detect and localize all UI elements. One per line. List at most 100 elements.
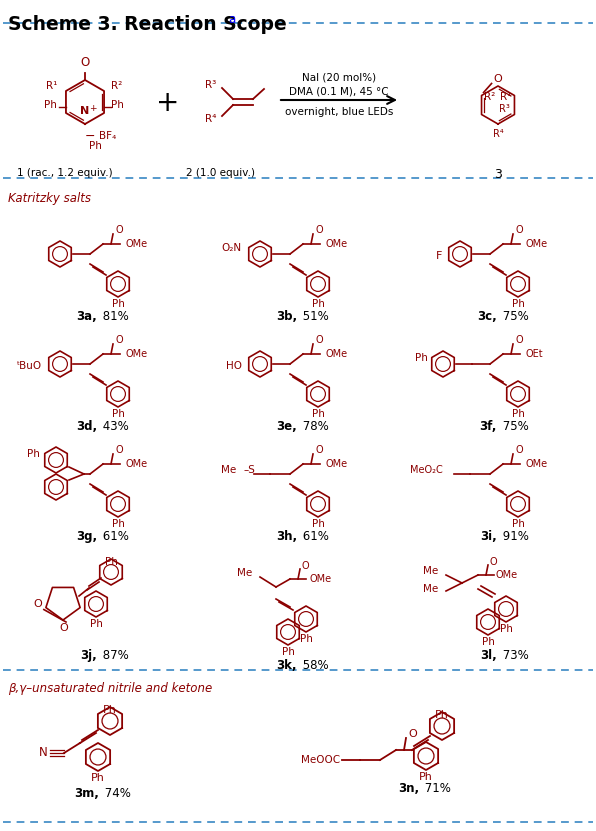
Text: R³: R³ (499, 104, 510, 114)
Text: Ph: Ph (312, 409, 324, 419)
Text: Ph: Ph (511, 299, 524, 309)
Text: O: O (315, 335, 322, 345)
Text: OMe: OMe (526, 459, 548, 469)
Text: OMe: OMe (326, 239, 348, 249)
Text: +: + (89, 104, 97, 113)
Text: 87%: 87% (99, 649, 129, 662)
Text: 51%: 51% (299, 310, 329, 323)
Text: O: O (115, 335, 123, 345)
Text: N: N (39, 746, 48, 760)
Text: ᵗBuO: ᵗBuO (17, 361, 42, 371)
Text: 3d,: 3d, (76, 420, 97, 433)
Text: Ph: Ph (435, 710, 449, 720)
Text: O: O (490, 557, 498, 567)
Text: 3a,: 3a, (76, 310, 97, 323)
Text: 91%: 91% (499, 530, 529, 543)
Text: O: O (408, 729, 417, 739)
Text: 3g,: 3g, (76, 530, 97, 543)
Text: Ph: Ph (27, 449, 40, 459)
Text: OMe: OMe (496, 570, 518, 580)
Text: Ph: Ph (511, 519, 524, 529)
Text: Ph: Ph (104, 557, 117, 567)
Text: R⁴: R⁴ (204, 114, 216, 124)
Text: O: O (60, 623, 69, 633)
Text: 58%: 58% (299, 659, 328, 672)
Text: 43%: 43% (99, 420, 129, 433)
Text: 3e,: 3e, (277, 420, 297, 433)
Text: O: O (493, 75, 502, 85)
Text: 1 (rac., 1.2 equiv.): 1 (rac., 1.2 equiv.) (17, 168, 113, 178)
Text: Ph: Ph (89, 141, 102, 151)
Text: –S: –S (244, 465, 256, 475)
Text: Ph: Ph (419, 772, 433, 782)
Text: HO: HO (226, 361, 242, 371)
Text: Ph: Ph (89, 619, 103, 629)
Text: N: N (80, 106, 89, 116)
Text: Ph: Ph (415, 353, 428, 363)
Text: 61%: 61% (99, 530, 129, 543)
Text: O: O (315, 445, 322, 455)
Text: OMe: OMe (126, 239, 148, 249)
Text: 3b,: 3b, (276, 310, 297, 323)
Text: R³: R³ (205, 80, 216, 90)
Text: Me: Me (423, 566, 438, 576)
Text: OMe: OMe (326, 459, 348, 469)
Text: 75%: 75% (499, 310, 529, 323)
Text: R¹: R¹ (46, 81, 57, 91)
Text: 3c,: 3c, (477, 310, 497, 323)
Text: 3l,: 3l, (480, 649, 497, 662)
Text: R²: R² (483, 92, 495, 102)
Text: Katritzky salts: Katritzky salts (8, 192, 91, 205)
Text: −: − (85, 130, 95, 142)
Text: OMe: OMe (310, 574, 332, 584)
Text: O: O (80, 57, 89, 70)
Text: MeO₂C: MeO₂C (410, 465, 443, 475)
Text: 3i,: 3i, (480, 530, 497, 543)
Text: O: O (115, 445, 123, 455)
Text: β,γ–unsaturated nitrile and ketone: β,γ–unsaturated nitrile and ketone (8, 682, 212, 695)
Text: Ph: Ph (499, 624, 513, 634)
Text: Ph: Ph (44, 100, 57, 110)
Text: Ph: Ph (312, 299, 324, 309)
Text: OMe: OMe (126, 459, 148, 469)
Text: Me: Me (237, 568, 252, 578)
Text: 3f,: 3f, (480, 420, 497, 433)
Text: a: a (228, 13, 235, 26)
Text: 3m,: 3m, (74, 787, 99, 800)
Text: +: + (156, 89, 179, 117)
Text: 75%: 75% (499, 420, 529, 433)
Text: Me: Me (221, 465, 236, 475)
Text: DMA (0.1 M), 45 °C: DMA (0.1 M), 45 °C (289, 87, 389, 97)
Text: R⁴: R⁴ (493, 129, 504, 139)
Text: O: O (515, 335, 523, 345)
Text: 74%: 74% (101, 787, 131, 800)
Text: 3n,: 3n, (398, 782, 419, 795)
Text: OEt: OEt (526, 349, 544, 359)
Text: F: F (436, 251, 442, 261)
Text: 2 (1.0 equiv.): 2 (1.0 equiv.) (185, 168, 254, 178)
Text: Ph: Ph (312, 519, 324, 529)
Text: Ph: Ph (511, 409, 524, 419)
Text: 3h,: 3h, (276, 530, 297, 543)
Text: Ph: Ph (111, 100, 124, 110)
Text: 71%: 71% (421, 782, 451, 795)
Text: Ph: Ph (281, 647, 294, 657)
Text: OMe: OMe (326, 349, 348, 359)
Text: Ph: Ph (111, 409, 125, 419)
Text: Ph: Ph (300, 634, 312, 644)
Text: MeOOC: MeOOC (301, 755, 340, 765)
Text: Ph: Ph (482, 637, 495, 647)
Text: Ph: Ph (91, 773, 105, 783)
Text: 3: 3 (494, 168, 502, 181)
Text: 3j,: 3j, (80, 649, 97, 662)
Text: Ph: Ph (103, 705, 117, 715)
Text: Me: Me (423, 584, 438, 594)
Text: BF₄: BF₄ (99, 131, 116, 141)
Text: O: O (33, 599, 42, 609)
Text: OMe: OMe (526, 239, 548, 249)
Text: O: O (302, 561, 310, 571)
Text: 78%: 78% (299, 420, 329, 433)
Text: overnight, blue LEDs: overnight, blue LEDs (285, 107, 393, 117)
Text: O: O (315, 225, 322, 235)
Text: O: O (515, 225, 523, 235)
